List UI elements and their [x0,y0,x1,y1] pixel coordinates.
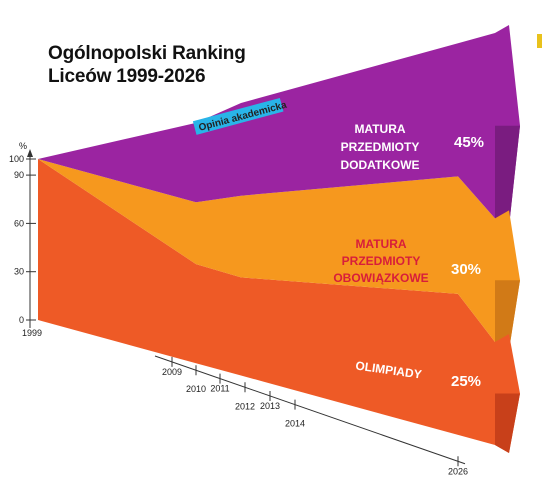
segment-olimpiady [38,159,495,445]
ribbon-layer: Opinia akademicka [38,25,520,453]
x-tick-label: 2011 [210,384,229,394]
percent-obowiazkowe: 30% [451,261,481,278]
x-start-label: 1999 [22,328,42,338]
x-tick-label: 2014 [285,419,305,429]
percent-dodatkowe: 45% [454,134,484,151]
y-axis-unit-label: % [19,141,27,151]
arrow-tip-olimpiady-shade [495,393,520,453]
y-tick-label: 100 [9,154,24,164]
label-layer: MATURA PRZEDMIOTY DODATKOWE MATURA PRZEDMIOT… [333,122,484,390]
y-tick-label: 90 [14,170,24,180]
arrow-tip-obowiazkowe-shade [495,280,520,350]
opinia-akademicka-box [192,98,284,135]
x-tick-label: 2012 [235,401,255,411]
corner-accent-mark [537,34,542,48]
x-tick-label: 2026 [448,466,468,476]
y-tick-label: 30 [14,267,24,277]
axes-layer: % 0 30 60 90 100 1999 2009 2010 2011 2012 2013 2014 2… [9,141,468,476]
y-tick-label: 0 [19,315,24,325]
chart-title: Ogólnopolski Ranking Liceów 1999-2026 [48,42,246,88]
x-tick-label: 2009 [162,367,182,377]
chart-title-line-2: Liceów 1999-2026 [48,66,206,87]
label-obowiazkowe: MATURA PRZEDMIOTY OBOWIĄZKOWE [333,237,428,285]
segment-obowiazkowe [38,159,495,342]
x-tick-label: 2010 [186,384,206,394]
chart-title-line-1: Ogólnopolski Ranking [48,43,246,64]
y-axis-arrow [27,149,33,157]
segment-dodatkowe [38,33,495,219]
percent-olimpiady: 25% [451,373,481,390]
y-tick-label: 60 [14,218,24,228]
label-dodatkowe: MATURA PRZEDMIOTY DODATKOWE [340,122,419,172]
x-axis-line [154,355,466,465]
arrow-tip-dodatkowe-shade [495,125,520,227]
x-tick-label: 2013 [260,401,280,411]
